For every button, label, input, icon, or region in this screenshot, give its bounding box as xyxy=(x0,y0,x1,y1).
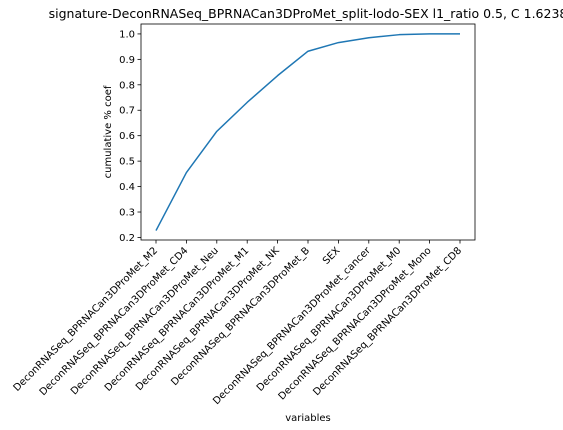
y-axis: 0.2 0.3 0.4 0.5 0.6 0.7 0.8 0.9 1.0 xyxy=(119,29,141,244)
x-tick-label: SEX xyxy=(321,245,343,267)
cumulative-coef-line xyxy=(155,33,460,231)
data-point xyxy=(337,41,340,44)
data-point xyxy=(155,229,158,232)
data-point xyxy=(398,33,401,36)
data-point xyxy=(428,32,431,35)
y-tick-label: 0.6 xyxy=(119,131,135,142)
x-tick-label: DeconRNASeq_BPRNACan3DProMet_NK xyxy=(134,245,282,393)
data-point xyxy=(246,101,249,104)
data-point xyxy=(185,171,188,174)
y-tick-label: 0.2 xyxy=(119,233,135,244)
data-point xyxy=(307,50,310,53)
x-axis-label: variables xyxy=(285,413,331,424)
y-tick-label: 0.3 xyxy=(119,208,135,219)
y-tick-label: 0.4 xyxy=(119,182,135,193)
data-point xyxy=(276,74,279,77)
data-points xyxy=(155,32,462,232)
y-tick-label: 1.0 xyxy=(119,29,135,40)
data-point xyxy=(459,32,462,35)
y-tick-label: 0.5 xyxy=(119,157,135,168)
x-axis: DeconRNASeq_BPRNACan3DProMet_M2DeconRNAS… xyxy=(12,240,464,407)
chart-title: signature-DeconRNASeq_BPRNACan3DProMet_s… xyxy=(49,6,563,21)
y-tick-label: 0.9 xyxy=(119,55,135,66)
y-tick-label: 0.8 xyxy=(119,80,135,91)
y-tick-label: 0.7 xyxy=(119,106,135,117)
data-point xyxy=(367,36,370,39)
data-point xyxy=(215,130,218,133)
plot-area-frame xyxy=(140,23,476,241)
y-axis-label: cumulative % coef xyxy=(103,85,114,178)
